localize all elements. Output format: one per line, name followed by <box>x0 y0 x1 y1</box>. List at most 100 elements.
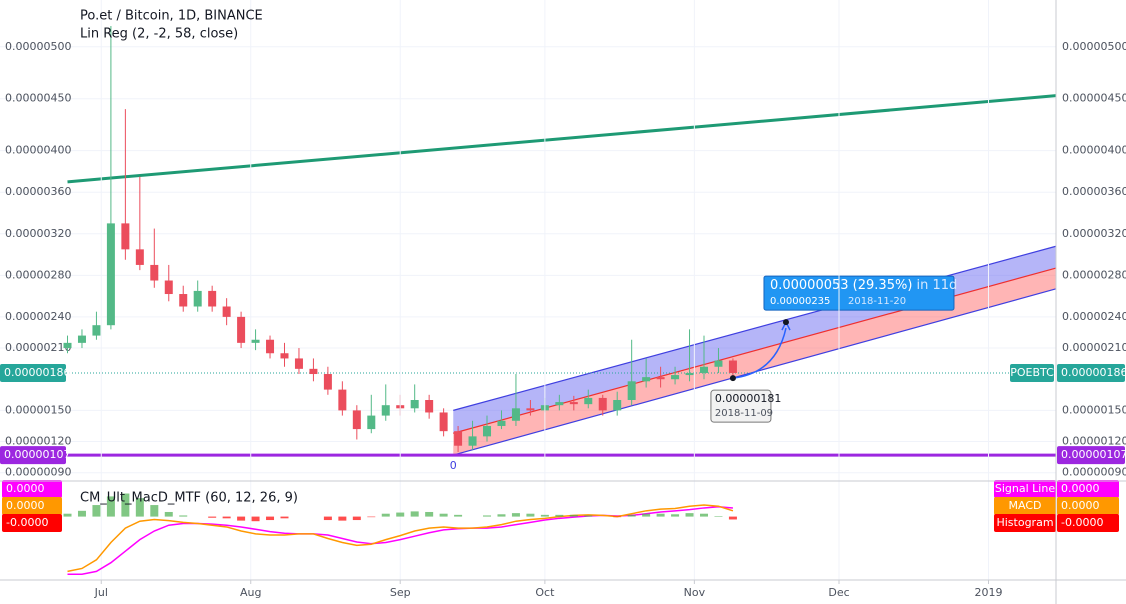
histogram-bar <box>410 511 419 517</box>
candle-body <box>280 353 289 359</box>
candle-body <box>497 420 506 426</box>
candle-body <box>425 400 434 413</box>
histogram-bar <box>728 516 737 520</box>
histogram-bar <box>483 515 492 517</box>
candle-body <box>208 290 217 307</box>
histogram-bar <box>613 516 622 518</box>
candle-body <box>642 377 651 382</box>
y-tick-label: 0.00000120 <box>5 435 71 448</box>
candle-body <box>121 223 130 250</box>
projection-arrow <box>732 327 787 379</box>
right-value-box <box>1057 497 1119 515</box>
candle-body <box>323 374 332 390</box>
candle-body <box>106 223 115 326</box>
candle-body <box>92 325 101 336</box>
y-tick-label: 0.00000320 <box>5 227 71 240</box>
histogram-bar <box>454 514 463 517</box>
y-tick-label: 0.00000120 <box>1062 435 1126 448</box>
lin-reg-start-label: 0 <box>450 459 457 472</box>
candle-body <box>526 408 535 411</box>
x-tick-label: Sep <box>390 586 411 599</box>
histogram-bar <box>222 516 231 519</box>
histogram-bar <box>367 516 376 518</box>
legend-name: Signal Line <box>995 482 1055 495</box>
projection-target-date: 2018-11-20 <box>848 296 906 307</box>
projection-change: 0.00000053 (29.35%) in 11d <box>770 278 957 293</box>
left-value: 0.0000 <box>6 499 45 512</box>
last-price-left-box <box>0 363 66 382</box>
last-price-left: 0.00000186 <box>4 366 70 379</box>
histogram-bar <box>280 516 289 519</box>
histogram-bar <box>381 513 390 517</box>
left-value: 0.0000 <box>6 482 45 495</box>
x-tick-label: Oct <box>535 586 555 599</box>
histogram-bar <box>77 510 86 517</box>
y-tick-label: 0.00000150 <box>1062 403 1126 416</box>
right-value: 0.0000 <box>1061 482 1100 495</box>
left-value-box <box>2 480 62 498</box>
histogram-bar <box>555 514 564 517</box>
level-left: 0.00000107 <box>4 448 70 461</box>
candle-body <box>598 397 607 411</box>
histogram-bar <box>671 514 680 517</box>
y-tick-label: 0.00000150 <box>5 403 71 416</box>
y-tick-label: 0.00000450 <box>1062 92 1126 105</box>
candle-body <box>613 400 622 411</box>
histogram-bar <box>323 516 332 521</box>
legend-name-box <box>994 480 1056 498</box>
legend-name-box <box>994 514 1056 532</box>
x-tick-label: Aug <box>240 586 261 599</box>
projection-start <box>729 375 736 382</box>
candle-body <box>164 280 173 295</box>
candle-body <box>150 264 159 281</box>
candle-body <box>671 375 680 380</box>
macd-line <box>67 504 734 573</box>
candle-body <box>367 415 376 430</box>
candle-body <box>338 389 347 411</box>
histogram-bar <box>150 505 159 517</box>
y-tick-label: 0.00000450 <box>5 92 71 105</box>
histogram-bar <box>627 514 636 517</box>
candle-body <box>483 425 492 437</box>
right-value-box <box>1057 480 1119 498</box>
trend-line <box>67 94 1057 184</box>
right-value: -0.0000 <box>1061 516 1103 529</box>
indicator-title: Lin Reg (2, -2, 58, close) <box>80 27 238 42</box>
start-callout <box>710 389 772 423</box>
histogram-bar <box>92 505 101 517</box>
candle-body <box>511 408 520 421</box>
change-span: in 11d <box>917 278 958 293</box>
last-price-right-box <box>1057 363 1125 382</box>
start-price: 0.00000181 <box>715 392 781 405</box>
candle-body <box>266 339 275 354</box>
left-value: -0.0000 <box>6 516 48 529</box>
right-value-box <box>1057 514 1119 532</box>
level-left-box <box>0 446 66 465</box>
histogram-bar <box>237 516 246 521</box>
level-right: 0.00000107 <box>1061 448 1126 461</box>
y-tick-label: 0.00000500 <box>1062 40 1126 53</box>
candle-body <box>352 410 361 430</box>
histogram-bar <box>63 513 72 517</box>
candle-body <box>309 368 318 375</box>
histogram-bar <box>584 515 593 517</box>
lin-reg-middle <box>453 267 1057 434</box>
lin-reg-upper <box>453 245 1057 411</box>
legend-name: MACD <box>1009 499 1042 512</box>
histogram-bar <box>497 514 506 517</box>
y-tick-label: 0.00000400 <box>1062 144 1126 157</box>
histogram-bar <box>396 512 405 517</box>
y-tick-label: 0.00000210 <box>1062 341 1126 354</box>
candle-body <box>454 431 463 446</box>
candle-body <box>63 342 72 349</box>
y-tick-label: 0.00000240 <box>1062 310 1126 323</box>
candle-body <box>700 366 708 373</box>
histogram-bar <box>511 513 520 517</box>
candle-body <box>251 339 260 343</box>
candle-body <box>555 402 564 406</box>
x-tick-label: Dec <box>828 586 849 599</box>
histogram-bar <box>135 498 144 517</box>
candle-body <box>135 249 144 265</box>
histogram-bar <box>352 516 361 521</box>
